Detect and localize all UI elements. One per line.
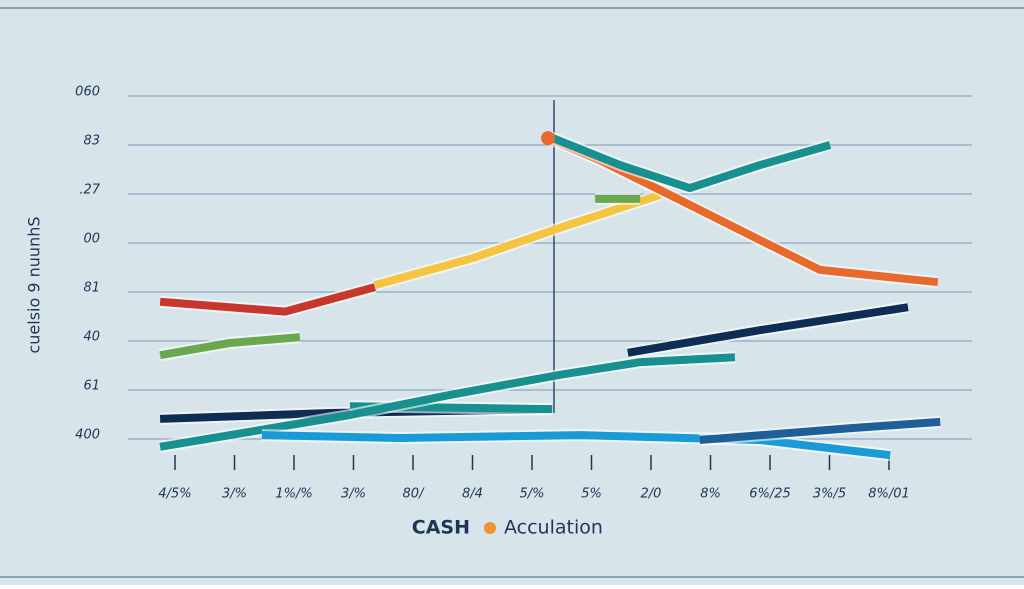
series-line <box>159 283 376 316</box>
y-tick-label: 060 <box>75 85 100 100</box>
legend-text: Acculation <box>504 517 603 539</box>
y-tick-label: .27 <box>79 183 100 198</box>
y-axis-label: cuelsio 9 nuunhS <box>25 216 44 353</box>
point <box>541 131 556 146</box>
x-tick-label: 1%/% <box>275 487 312 502</box>
y-tick-label: 40 <box>83 330 100 345</box>
series-line <box>159 353 736 451</box>
x-tick-label: 6%/25 <box>749 487 791 502</box>
legend-dot <box>484 522 496 534</box>
y-tick-label: 83 <box>83 134 100 149</box>
series-line <box>159 333 301 360</box>
x-tick-label: 3/% <box>222 487 247 502</box>
series-line <box>699 417 941 444</box>
x-tick-label: 80/ <box>403 487 426 502</box>
legend-text: CASH <box>412 517 470 539</box>
x-tick-label: 8/4 <box>462 487 483 502</box>
y-tick-label: 400 <box>75 428 100 443</box>
x-tick-label: 3%/5 <box>813 487 846 502</box>
x-tick-label: 2/0 <box>641 487 662 502</box>
series-line <box>546 132 832 193</box>
x-tick-label: 5/% <box>519 487 544 502</box>
series-line <box>627 303 909 357</box>
x-tick-label: 5% <box>581 487 602 502</box>
y-tick-label: 61 <box>83 379 100 394</box>
x-tick-label: 3/% <box>341 487 366 502</box>
y-tick-label: 81 <box>83 281 100 296</box>
series-line <box>373 191 662 289</box>
x-tick-label: 4/5% <box>158 487 191 502</box>
series-line <box>261 431 891 460</box>
x-tick-label: 8%/01 <box>868 487 910 502</box>
y-tick-label: 00 <box>83 232 100 247</box>
x-tick-label: 8% <box>700 487 721 502</box>
